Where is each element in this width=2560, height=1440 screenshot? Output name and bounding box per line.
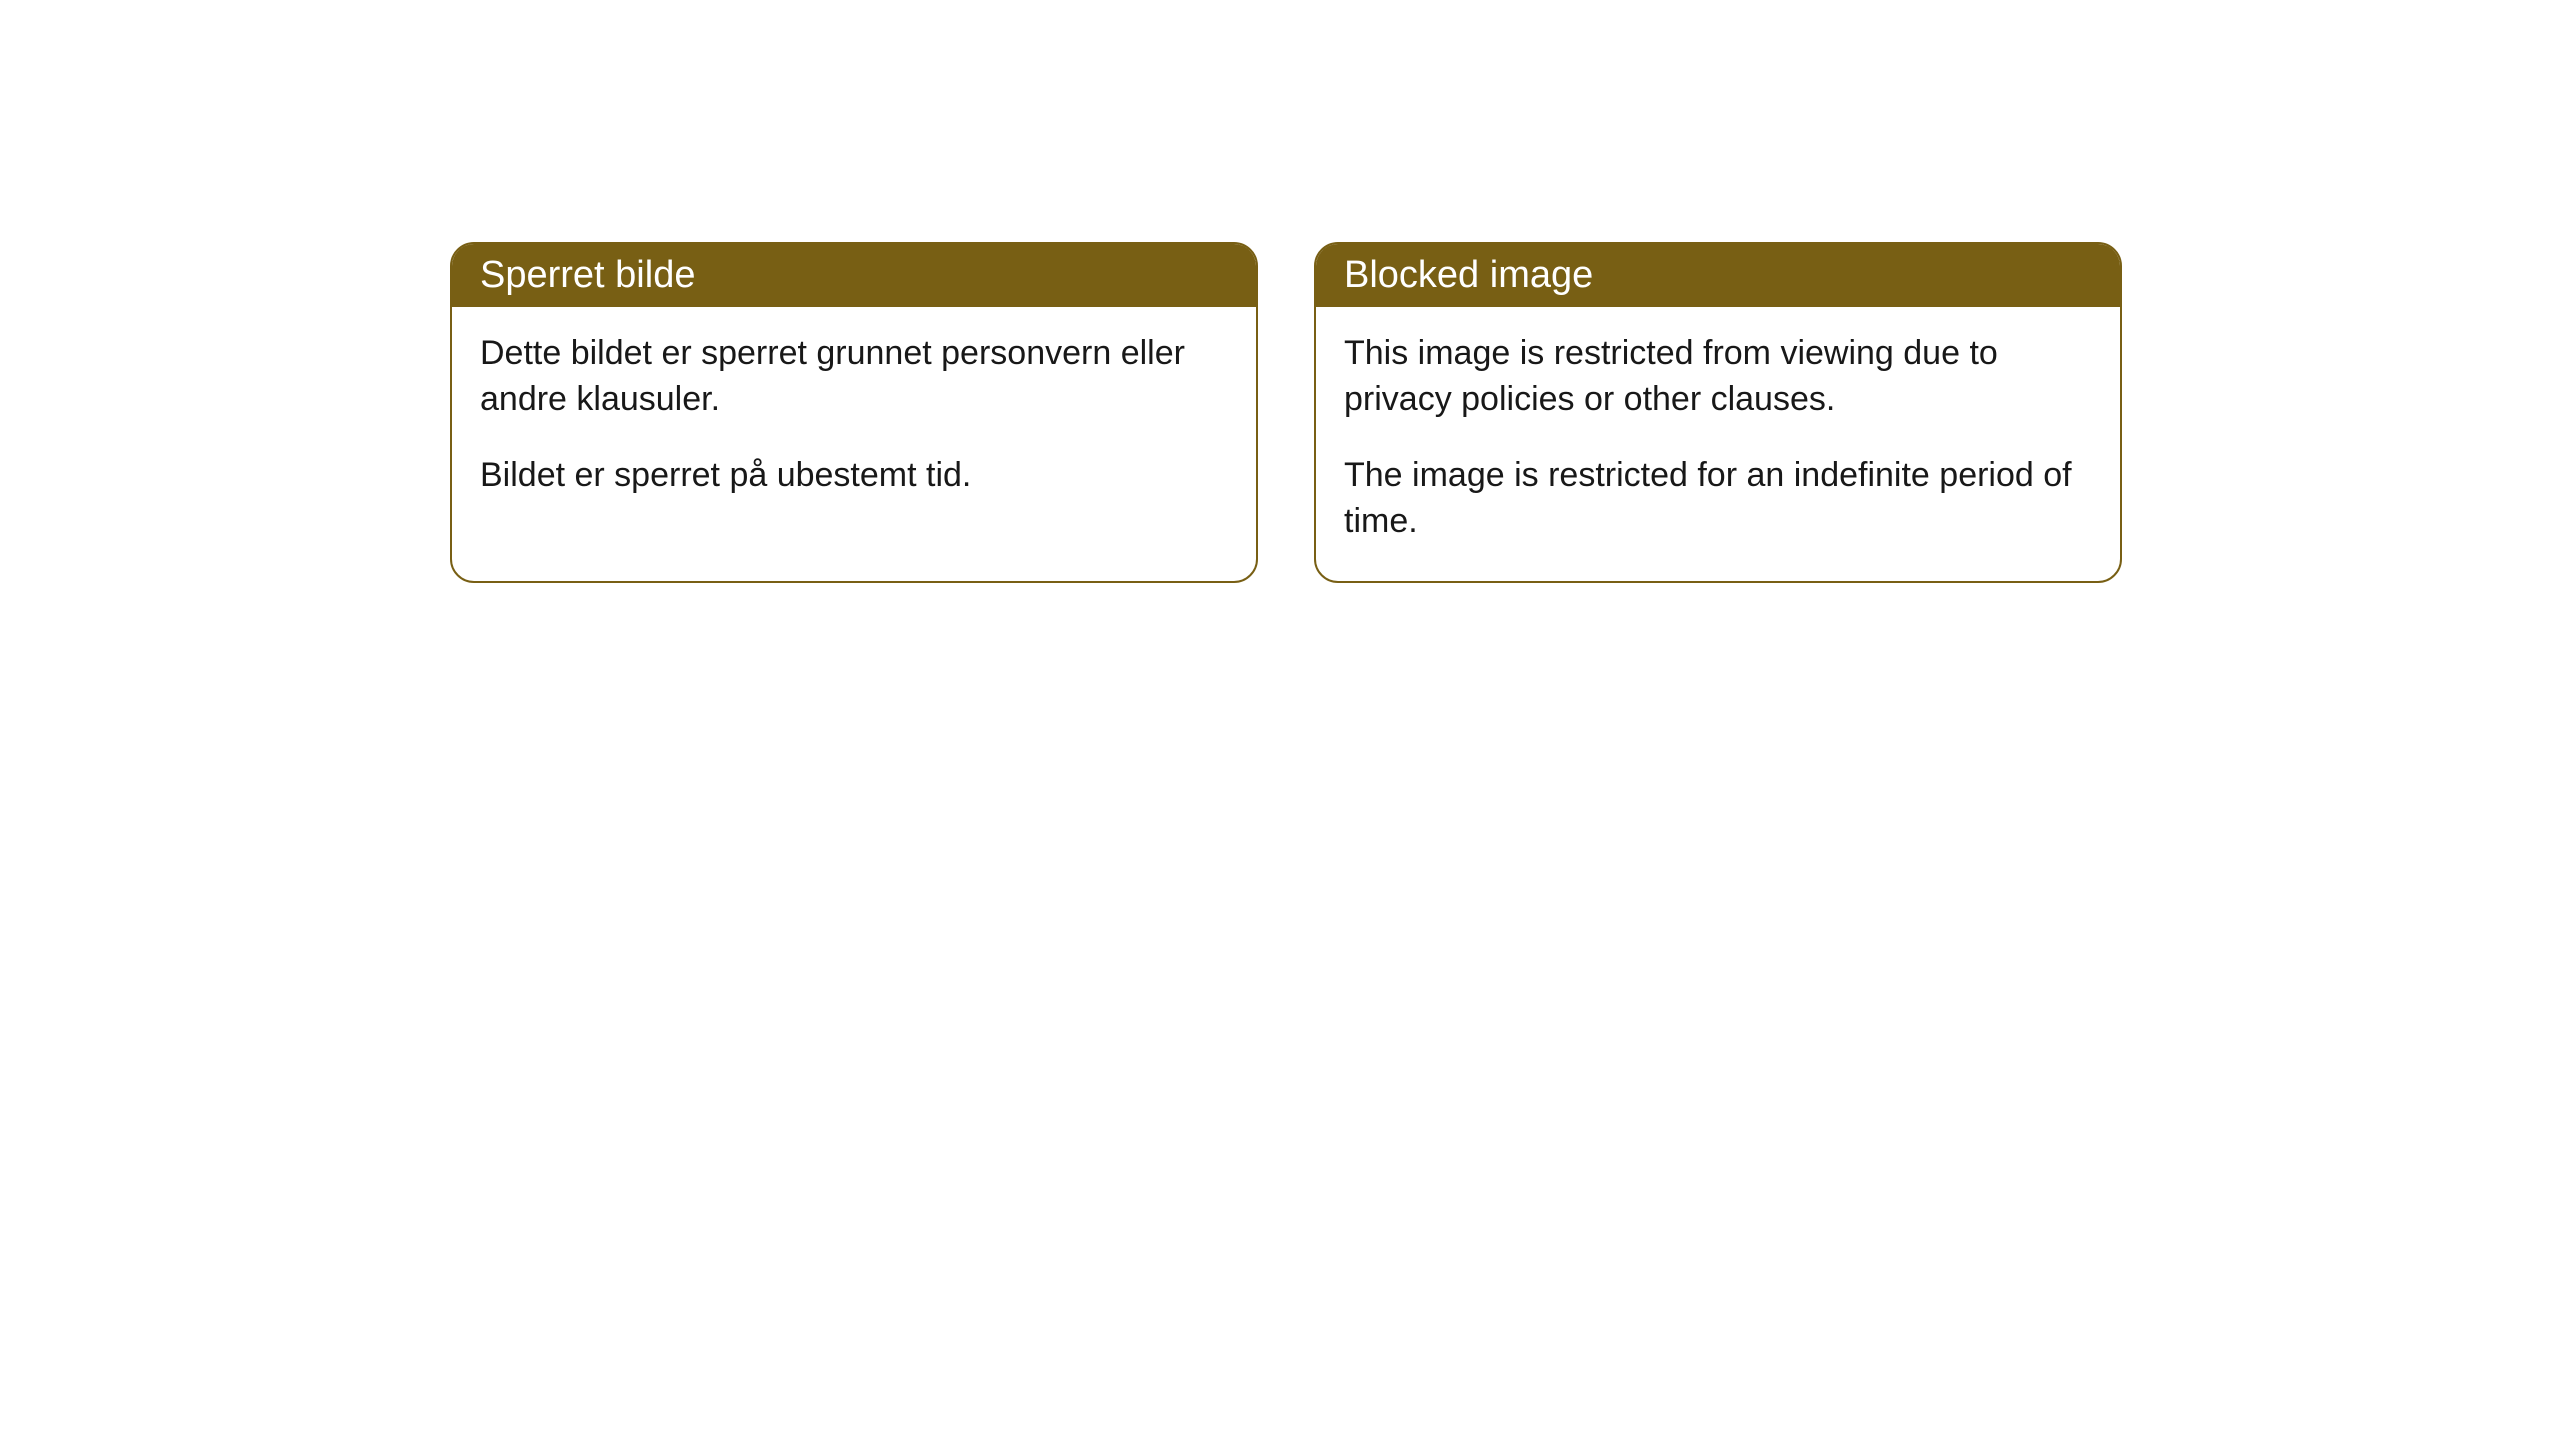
card-body: This image is restricted from viewing du… [1316,307,2120,581]
notice-card-english: Blocked image This image is restricted f… [1314,242,2122,583]
notice-cards-container: Sperret bilde Dette bildet er sperret gr… [450,242,2122,583]
notice-card-norwegian: Sperret bilde Dette bildet er sperret gr… [450,242,1258,583]
card-paragraph: This image is restricted from viewing du… [1344,331,2092,423]
card-body: Dette bildet er sperret grunnet personve… [452,307,1256,535]
card-paragraph: Bildet er sperret på ubestemt tid. [480,453,1228,499]
card-paragraph: The image is restricted for an indefinit… [1344,453,2092,545]
card-paragraph: Dette bildet er sperret grunnet personve… [480,331,1228,423]
card-header: Sperret bilde [452,244,1256,307]
card-header: Blocked image [1316,244,2120,307]
